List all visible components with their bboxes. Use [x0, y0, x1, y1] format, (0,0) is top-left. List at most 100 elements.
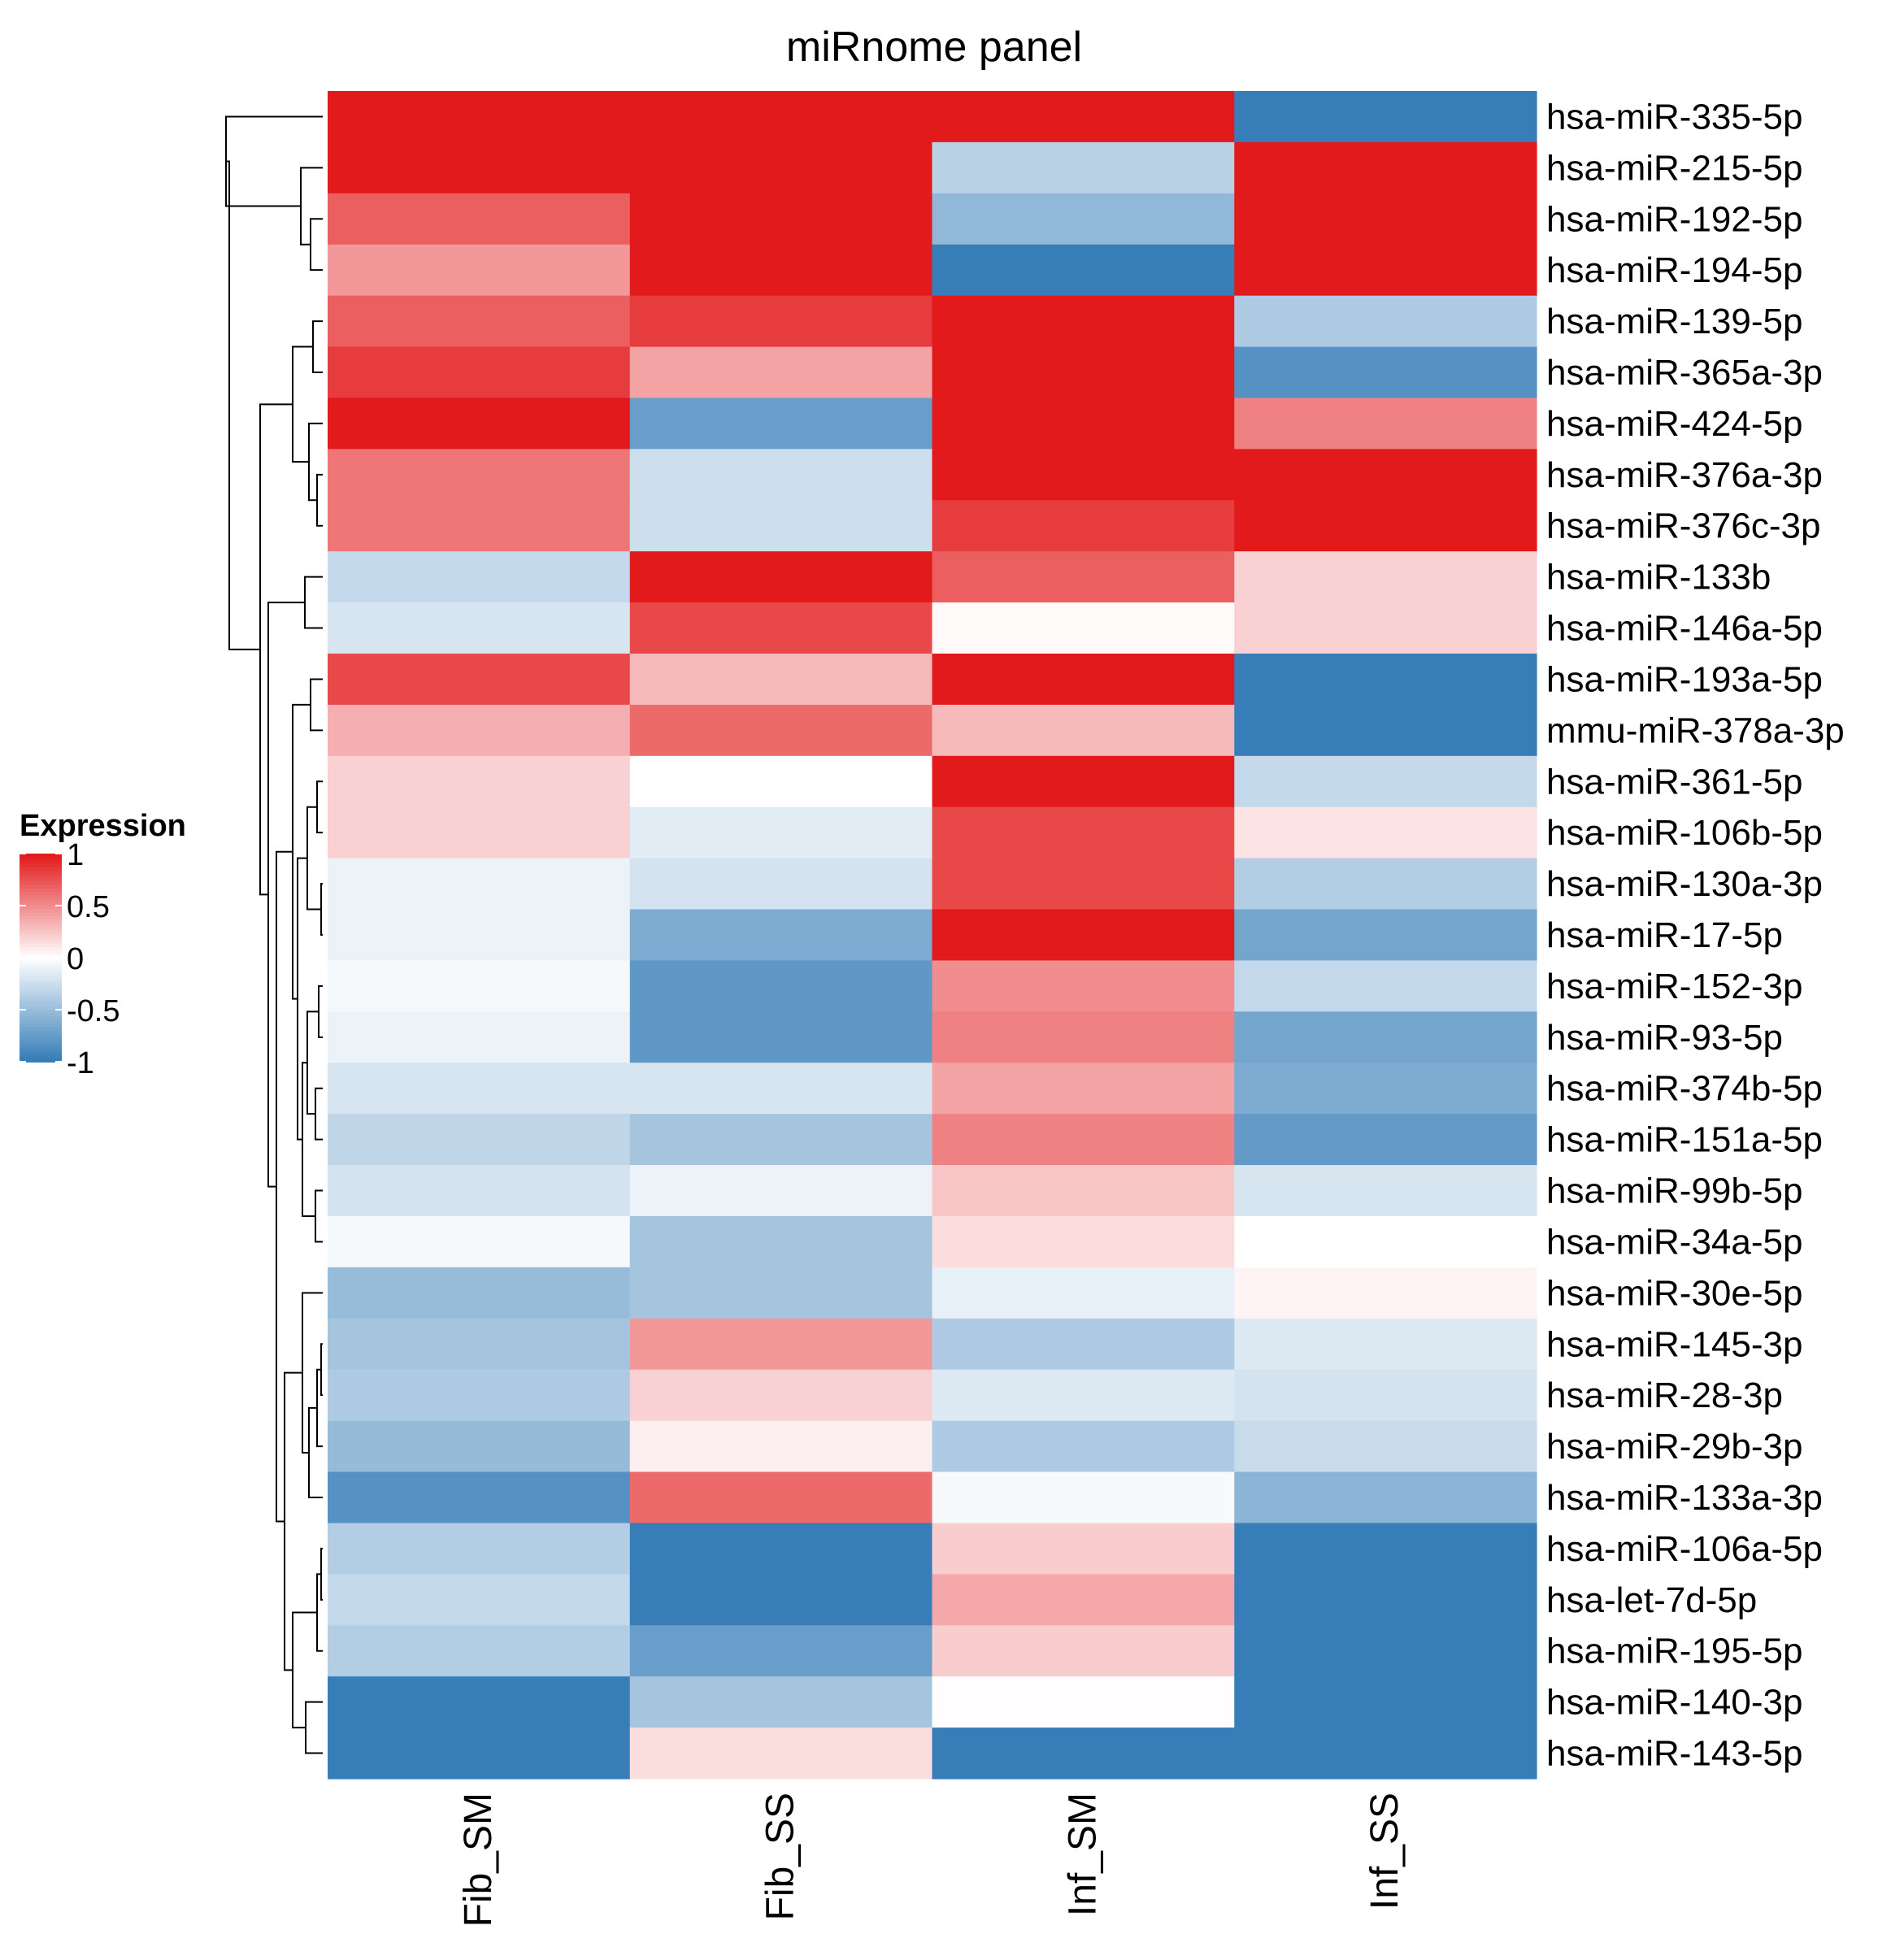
heatmap-cell — [932, 1216, 1235, 1268]
row-label: hsa-miR-194-5p — [1546, 250, 1802, 290]
dendrogram-branch — [316, 780, 323, 834]
legend-gradient-step — [20, 967, 62, 973]
heatmap-cell — [932, 244, 1235, 297]
legend-gradient-step — [20, 943, 62, 949]
legend-tick-label: 0.5 — [67, 890, 110, 924]
heatmap-cell — [629, 1114, 933, 1166]
heatmap-cell — [629, 1625, 933, 1677]
legend-gradient-step — [20, 981, 62, 987]
heatmap-cell — [629, 398, 933, 450]
legend-gradient-step — [20, 857, 62, 862]
heatmap-cell — [932, 398, 1235, 450]
legend-tick-label: 0 — [67, 942, 84, 976]
legend-gradient-step — [20, 1006, 62, 1010]
dendrogram-branch — [308, 422, 323, 502]
heatmap-cell — [932, 1420, 1235, 1473]
dendrogram-branch — [225, 115, 323, 207]
legend-gradient-step — [20, 863, 62, 869]
dendrogram-branch — [315, 1087, 323, 1141]
heatmap-cell — [1234, 1267, 1537, 1319]
heatmap-cell — [328, 1523, 631, 1575]
dendrogram-branch — [302, 1062, 315, 1217]
row-label: hsa-miR-152-3p — [1546, 967, 1802, 1006]
row-label: hsa-miR-106a-5p — [1546, 1529, 1823, 1569]
legend-gradient-step — [20, 954, 62, 958]
column-label: Fib_SM — [457, 1793, 500, 1927]
row-label: hsa-miR-28-3p — [1546, 1376, 1783, 1415]
dendrogram-branch — [320, 1343, 323, 1397]
row-label: hsa-miR-145-3p — [1546, 1324, 1802, 1364]
row-label: hsa-miR-93-5p — [1546, 1018, 1783, 1058]
heatmap-cell — [1234, 193, 1537, 246]
dendrogram-branch — [292, 346, 313, 463]
legend-gradient-step — [20, 906, 62, 910]
heatmap-cell — [629, 602, 933, 654]
legend-gradient-step — [20, 877, 62, 883]
row-label: hsa-miR-376c-3p — [1546, 506, 1820, 546]
heatmap-cell — [629, 858, 933, 910]
heatmap-cell — [1234, 1574, 1537, 1626]
heatmap-cell — [328, 602, 631, 654]
heatmap-cell — [328, 806, 631, 859]
heatmap-cell — [932, 1063, 1235, 1115]
legend-gradient-step — [20, 909, 62, 914]
column-label: Inf_SS — [1363, 1793, 1406, 1910]
legend-gradient-step — [20, 1051, 62, 1056]
heatmap-cell — [1234, 654, 1537, 706]
heatmap-cell — [629, 1523, 933, 1575]
legend-gradient-step — [20, 912, 62, 917]
legend-gradient-step — [20, 919, 62, 924]
heatmap-cell — [932, 1471, 1235, 1524]
legend-gradient-step — [20, 929, 62, 935]
dendrogram-branch — [310, 218, 323, 272]
legend-gradient-step — [20, 902, 62, 906]
heatmap-cell — [629, 244, 933, 297]
heatmap-cell — [1234, 551, 1537, 603]
row-label: hsa-miR-30e-5p — [1546, 1273, 1802, 1313]
heatmap-cell — [328, 398, 631, 450]
dendrogram-branch — [308, 1406, 323, 1498]
heatmap-cell — [328, 1369, 631, 1422]
heatmap-cell — [1234, 1369, 1537, 1422]
heatmap-cell — [328, 755, 631, 808]
row-label: hsa-miR-130a-3p — [1546, 864, 1823, 904]
legend-gradient-step — [20, 854, 62, 858]
heatmap-cell — [629, 193, 933, 246]
heatmap-cell — [1234, 1728, 1537, 1780]
legend-gradient-step — [20, 1033, 62, 1039]
row-label: hsa-miR-335-5p — [1546, 97, 1802, 137]
heatmap-cell — [932, 1574, 1235, 1626]
heatmap-cell — [629, 1165, 933, 1217]
legend-gradient-step — [20, 881, 62, 886]
row-label: hsa-miR-193a-5p — [1546, 659, 1823, 699]
heatmap-cell — [1234, 1471, 1537, 1524]
heatmap-cell — [328, 295, 631, 348]
heatmap-cell — [932, 1676, 1235, 1728]
legend-gradient-step — [20, 978, 62, 983]
row-label: hsa-miR-99b-5p — [1546, 1171, 1802, 1211]
legend-gradient-step — [20, 937, 62, 941]
legend-gradient-step — [20, 975, 62, 980]
legend-gradient-step — [20, 992, 62, 997]
legend-gradient-step — [20, 1030, 62, 1035]
heatmap-cell — [1234, 602, 1537, 654]
heatmap-cell — [629, 1063, 933, 1115]
heatmap-cell — [1234, 1676, 1537, 1728]
row-label: hsa-miR-140-3p — [1546, 1683, 1802, 1723]
legend-gradient-step — [20, 989, 62, 993]
row-label: hsa-let-7d-5p — [1546, 1580, 1757, 1620]
heatmap-cell — [1234, 346, 1537, 399]
heatmap-cell — [1234, 141, 1537, 194]
row-label: hsa-miR-361-5p — [1546, 762, 1802, 802]
dendrogram-branch — [318, 984, 323, 1038]
heatmap-cell — [629, 346, 933, 399]
legend-gradient-step — [20, 971, 62, 976]
row-label: hsa-miR-133a-3p — [1546, 1478, 1823, 1518]
legend-gradient-step — [20, 1023, 62, 1028]
row-label: hsa-miR-146a-5p — [1546, 609, 1823, 649]
heatmap-cell — [932, 909, 1235, 962]
heatmap-cell — [328, 1011, 631, 1063]
heatmap-cell — [932, 960, 1235, 1012]
legend-gradient-step — [20, 964, 62, 969]
heatmap-cell — [328, 960, 631, 1012]
